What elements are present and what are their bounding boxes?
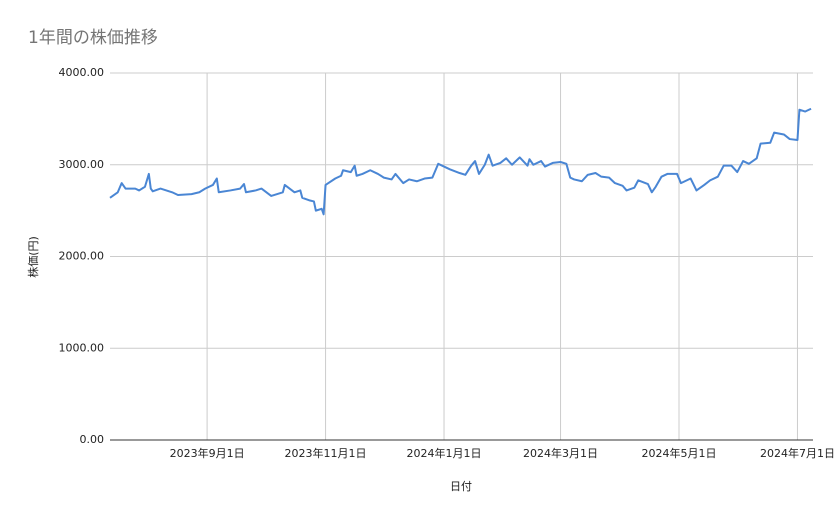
y-tick-label: 4000.00 <box>59 66 105 79</box>
y-tick-label: 2000.00 <box>59 250 105 263</box>
x-tick-label: 2024年3月1日 <box>523 446 598 460</box>
x-tick-label: 2024年1月1日 <box>407 446 482 460</box>
x-tick-label: 2023年9月1日 <box>170 446 245 460</box>
y-tick-label: 0.00 <box>80 433 105 446</box>
chart-title: 1年間の株価推移 <box>28 28 158 48</box>
x-tick-label: 2024年5月1日 <box>642 446 717 460</box>
x-tick-label: 2024年7月1日 <box>760 446 835 460</box>
y-tick-label: 3000.00 <box>59 158 105 171</box>
y-axis-label: 株価(円) <box>26 236 40 278</box>
price-line <box>109 107 812 216</box>
x-axis-label: 日付 <box>450 480 472 493</box>
y-tick-label: 1000.00 <box>59 341 105 354</box>
x-tick-label: 2023年11月1日 <box>285 446 367 460</box>
